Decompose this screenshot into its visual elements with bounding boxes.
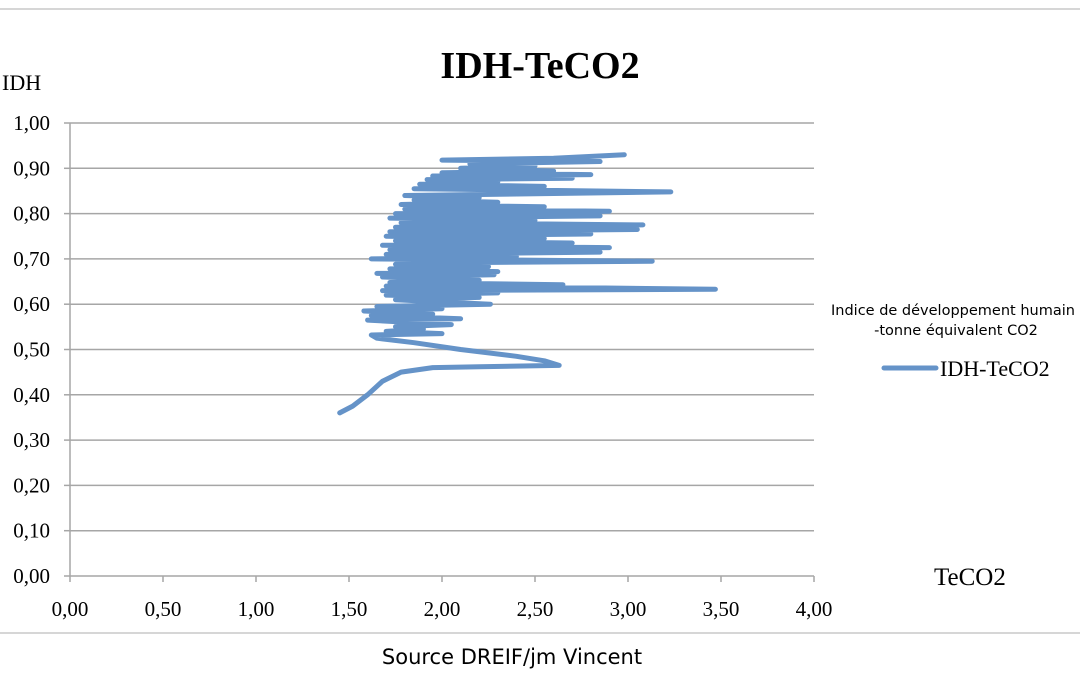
x-tick-label: 3,50 — [703, 597, 740, 621]
chart-title: IDH-TeCO2 — [440, 45, 639, 87]
axes — [69, 123, 815, 582]
x-tick-label: 1,50 — [331, 597, 368, 621]
y-tick-label: 0,50 — [13, 338, 50, 362]
y-tick-label: 0,60 — [13, 292, 50, 316]
x-tick-label: 1,00 — [238, 597, 275, 621]
x-tick-label: 4,00 — [796, 597, 833, 621]
y-axis-label: IDH — [2, 70, 41, 95]
series-line — [337, 152, 718, 416]
legend-series-label: IDH-TeCO2 — [940, 356, 1050, 381]
y-tick-label: 0,20 — [13, 473, 50, 497]
y-tick-label: 0,30 — [13, 428, 50, 452]
x-tick-label: 0,50 — [145, 597, 182, 621]
y-tick-label: 0,90 — [13, 156, 50, 180]
x-tick-label: 2,00 — [424, 597, 461, 621]
x-axis-label: TeCO2 — [934, 564, 1006, 591]
legend-title-line2: -tonne équivalent CO2 — [874, 323, 1038, 339]
y-tick-label: 0,10 — [13, 519, 50, 543]
source-note: Source DREIF/jm Vincent — [382, 645, 642, 669]
y-tick-labels: 0,00 0,10 0,20 0,30 0,40 0,50 0,60 0,70 0,80 0,90… — [13, 111, 50, 588]
x-tick-labels: 0,00 0,50 1,00 1,50 2,00 2,50 3,00 3,50 4,00 — [52, 597, 833, 621]
legend-title-line1: Indice de développement humain — [831, 303, 1075, 319]
x-tick-label: 0,00 — [52, 597, 89, 621]
y-tick-label: 0,00 — [13, 564, 50, 588]
series-lines — [337, 152, 718, 416]
x-tick-label: 2,50 — [517, 597, 554, 621]
y-tick-label: 1,00 — [13, 111, 50, 135]
y-tick-label: 0,80 — [13, 202, 50, 226]
y-tick-label: 0,40 — [13, 383, 50, 407]
y-tick-label: 0,70 — [13, 247, 50, 271]
x-tick-label: 3,00 — [610, 597, 647, 621]
